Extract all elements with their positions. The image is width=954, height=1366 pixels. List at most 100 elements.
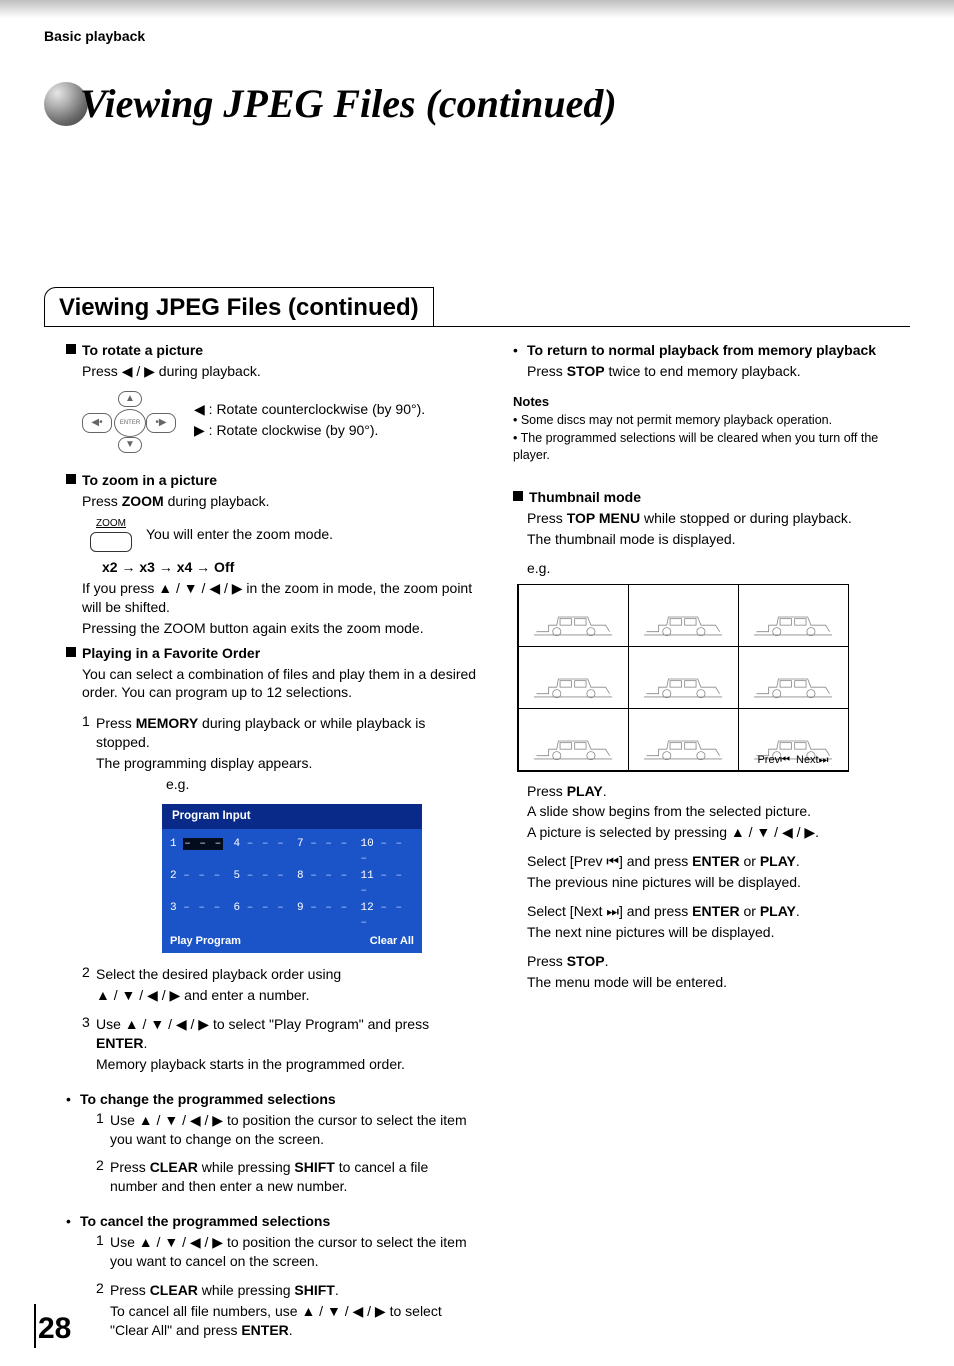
program-cell: 1 – – – bbox=[170, 837, 224, 867]
thumbnail-cell bbox=[628, 708, 739, 771]
step-number: 1 bbox=[82, 712, 96, 796]
rotate-ccw: ◀ : Rotate counterclockwise (by 90°). bbox=[194, 400, 425, 419]
step-number: 3 bbox=[82, 1013, 96, 1076]
thumbnail-cell bbox=[518, 646, 629, 709]
section-box-rule bbox=[434, 287, 910, 327]
thumbnail-nav: Prev⏮ Next⏭ bbox=[739, 753, 848, 768]
bullet-square-icon bbox=[66, 474, 76, 484]
page-number-rule bbox=[34, 1304, 36, 1348]
program-input-header: Program Input bbox=[162, 804, 422, 830]
dpad-graphic: ▲ ▼ ◀• •▶ ENTER bbox=[74, 391, 184, 453]
notes-block: Notes • Some discs may not permit memory… bbox=[513, 393, 910, 464]
dpad-right-icon: •▶ bbox=[146, 413, 176, 433]
thumb-slide: A slide show begins from the selected pi… bbox=[527, 802, 910, 821]
zoom-chain: x2 → x3 → x4 → Off bbox=[102, 558, 479, 577]
step-number: 1 bbox=[96, 1231, 110, 1273]
dpad-left-icon: ◀• bbox=[82, 413, 112, 433]
change-step1: Use ▲ / ▼ / ◀ / ▶ to position the cursor… bbox=[110, 1111, 479, 1149]
return-body: Press STOP twice to end memory playback. bbox=[527, 362, 910, 381]
zoom-enter-text: You will enter the zoom mode. bbox=[146, 525, 333, 544]
cancel-step2b: To cancel all file numbers, use ▲ / ▼ / … bbox=[110, 1302, 479, 1340]
section-box-title: Viewing JPEG Files (continued) bbox=[44, 287, 434, 327]
cancel-step2a: Press CLEAR while pressing SHIFT. bbox=[110, 1281, 479, 1300]
car-sketch-icon bbox=[524, 715, 622, 764]
bullet-square-icon bbox=[66, 647, 76, 657]
step-number: 2 bbox=[96, 1156, 110, 1198]
thumb-line2: The thumbnail mode is displayed. bbox=[527, 530, 910, 549]
next-label: Next⏭ bbox=[796, 753, 829, 768]
eg-label: e.g. bbox=[527, 559, 910, 578]
program-cell: 9 – – – bbox=[297, 901, 351, 931]
rotate-heading-text: To rotate a picture bbox=[82, 342, 203, 358]
program-cell: 2 – – – bbox=[170, 869, 224, 899]
program-cell: 10 – – – bbox=[361, 837, 415, 867]
dpad-down-icon: ▼ bbox=[118, 437, 142, 453]
thumbnail-heading: Thumbnail mode bbox=[513, 488, 910, 507]
favorite-desc: You can select a combination of files an… bbox=[82, 665, 479, 703]
car-sketch-icon bbox=[634, 653, 732, 702]
fav-step1-app: The programming display appears. bbox=[96, 754, 479, 773]
eg-label: e.g. bbox=[166, 775, 479, 794]
zoom-heading: To zoom in a picture bbox=[66, 471, 479, 490]
thumb-play: Press PLAY. bbox=[527, 782, 910, 801]
car-sketch-icon bbox=[634, 591, 732, 640]
section-label: Basic playback bbox=[44, 28, 910, 44]
bullet-dot: • bbox=[513, 341, 527, 383]
thumbnail-cell bbox=[628, 584, 739, 647]
zoom-exit: Pressing the ZOOM button again exits the… bbox=[82, 619, 479, 638]
thumb-stop: Press STOP. bbox=[527, 952, 910, 971]
program-cell: 3 – – – bbox=[170, 901, 224, 931]
car-sketch-icon bbox=[524, 591, 622, 640]
cancel-step1: Use ▲ / ▼ / ◀ / ▶ to position the cursor… bbox=[110, 1233, 479, 1271]
note-2: • The programmed selections will be clea… bbox=[513, 430, 910, 464]
right-column: • To return to normal playback from memo… bbox=[507, 341, 910, 1342]
play-program-label: Play Program bbox=[170, 934, 241, 949]
rotate-heading: To rotate a picture bbox=[66, 341, 479, 360]
thumbnail-cell bbox=[738, 646, 849, 709]
program-cell: 5 – – – bbox=[234, 869, 288, 899]
thumb-stop-res: The menu mode will be entered. bbox=[527, 973, 910, 992]
thumbnail-cell bbox=[518, 708, 629, 771]
program-cell: 8 – – – bbox=[297, 869, 351, 899]
program-cell: 11 – – – bbox=[361, 869, 415, 899]
car-sketch-icon bbox=[744, 653, 842, 702]
fav-step2b: ▲ / ▼ / ◀ / ▶ and enter a number. bbox=[96, 986, 479, 1005]
thumb-prev-res: The previous nine pictures will be displ… bbox=[527, 873, 910, 892]
step-number: 2 bbox=[82, 963, 96, 1007]
step-number: 2 bbox=[96, 1279, 110, 1342]
zoom-shift: If you press ▲ / ▼ / ◀ / ▶ in the zoom i… bbox=[82, 579, 479, 617]
program-input-table: Program Input 1 – – – 4 – – – 7 – – – 10 – … bbox=[162, 804, 422, 953]
bullet-dot: • bbox=[66, 1090, 80, 1109]
notes-title: Notes bbox=[513, 393, 910, 411]
prev-label: Prev⏮ bbox=[757, 753, 790, 768]
thumb-prev: Select [Prev ⏮] and press ENTER or PLAY. bbox=[527, 852, 910, 871]
note-1: • Some discs may not permit memory playb… bbox=[513, 412, 910, 429]
car-sketch-icon bbox=[744, 591, 842, 640]
change-heading: To change the programmed selections bbox=[80, 1090, 479, 1109]
thumb-select: A picture is selected by pressing ▲ / ▼ … bbox=[527, 823, 910, 842]
clear-all-label: Clear All bbox=[370, 934, 414, 949]
dpad-up-icon: ▲ bbox=[118, 391, 142, 407]
return-heading: To return to normal playback from memory… bbox=[527, 341, 910, 360]
bullet-square-icon bbox=[513, 491, 523, 501]
fav-step1: Press MEMORY during playback or while pl… bbox=[96, 714, 479, 752]
bullet-dot: • bbox=[66, 1212, 80, 1231]
program-cell: 4 – – – bbox=[234, 837, 288, 867]
car-sketch-icon bbox=[524, 653, 622, 702]
program-cell: 12 – – – bbox=[361, 901, 415, 931]
thumbnail-cell bbox=[518, 584, 629, 647]
page-number: 28 bbox=[38, 1312, 71, 1346]
left-column: To rotate a picture Press ◀ / ▶ during p… bbox=[44, 341, 479, 1342]
rotate-instruction: Press ◀ / ▶ during playback. bbox=[82, 362, 479, 381]
cancel-heading: To cancel the programmed selections bbox=[80, 1212, 479, 1231]
thumbnail-cell bbox=[628, 646, 739, 709]
favorite-heading: Playing in a Favorite Order bbox=[66, 644, 479, 663]
program-cell: 7 – – – bbox=[297, 837, 351, 867]
thumbnail-cell: Prev⏮ Next⏭ bbox=[738, 708, 849, 771]
change-step2: Press CLEAR while pressing SHIFT to canc… bbox=[110, 1158, 479, 1196]
dpad-enter-icon: ENTER bbox=[114, 409, 146, 437]
zoom-press: Press ZOOM during playback. bbox=[82, 492, 479, 511]
fav-step3-res: Memory playback starts in the programmed… bbox=[96, 1055, 479, 1074]
program-cell: 6 – – – bbox=[234, 901, 288, 931]
thumb-next-res: The next nine pictures will be displayed… bbox=[527, 923, 910, 942]
